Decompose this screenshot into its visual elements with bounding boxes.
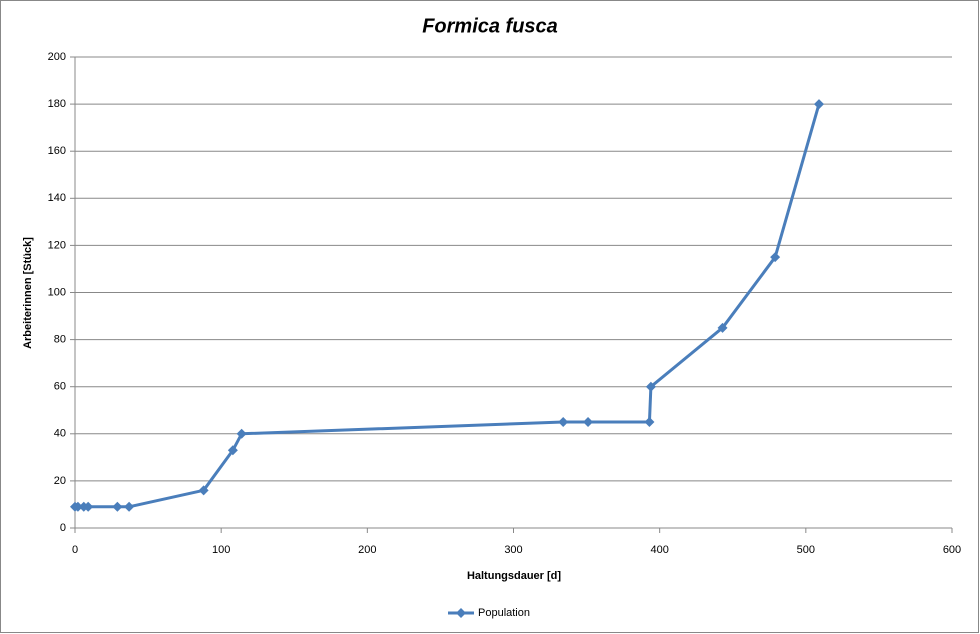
data-point [583, 417, 594, 428]
data-point [645, 381, 656, 392]
x-tick-label: 400 [650, 544, 668, 556]
data-point [558, 417, 569, 428]
y-tick-label: 180 [48, 98, 66, 110]
x-tick-label: 600 [943, 544, 961, 556]
y-tick-label: 20 [54, 475, 66, 487]
data-point [236, 428, 247, 439]
x-tick-label: 100 [212, 544, 230, 556]
data-point [717, 322, 728, 333]
y-tick-label: 120 [48, 239, 66, 251]
y-axis-label: Arbeiterinnen [Stück] [22, 237, 34, 349]
x-axis-label: Haltungsdauer [d] [467, 570, 561, 582]
x-tick-label: 500 [797, 544, 815, 556]
y-tick-label: 80 [54, 334, 66, 346]
x-tick-label: 300 [504, 544, 522, 556]
data-point [644, 417, 655, 428]
data-point [813, 99, 824, 110]
y-tick-label: 160 [48, 145, 66, 157]
data-point [83, 501, 94, 512]
legend-label: Population [478, 607, 530, 619]
data-point [227, 445, 238, 456]
legend-marker [456, 608, 466, 618]
y-tick-label: 60 [54, 381, 66, 393]
data-point [198, 485, 209, 496]
x-tick-label: 0 [72, 544, 78, 556]
data-point [112, 501, 123, 512]
y-tick-label: 200 [48, 51, 66, 63]
y-tick-label: 140 [48, 192, 66, 204]
data-point [124, 501, 135, 512]
chart-title: Formica fusca [422, 15, 558, 37]
y-tick-label: 100 [48, 286, 66, 298]
data-point [72, 501, 83, 512]
x-tick-label: 200 [358, 544, 376, 556]
y-tick-label: 40 [54, 428, 66, 440]
data-point [770, 252, 781, 263]
y-tick-label: 0 [60, 522, 66, 534]
